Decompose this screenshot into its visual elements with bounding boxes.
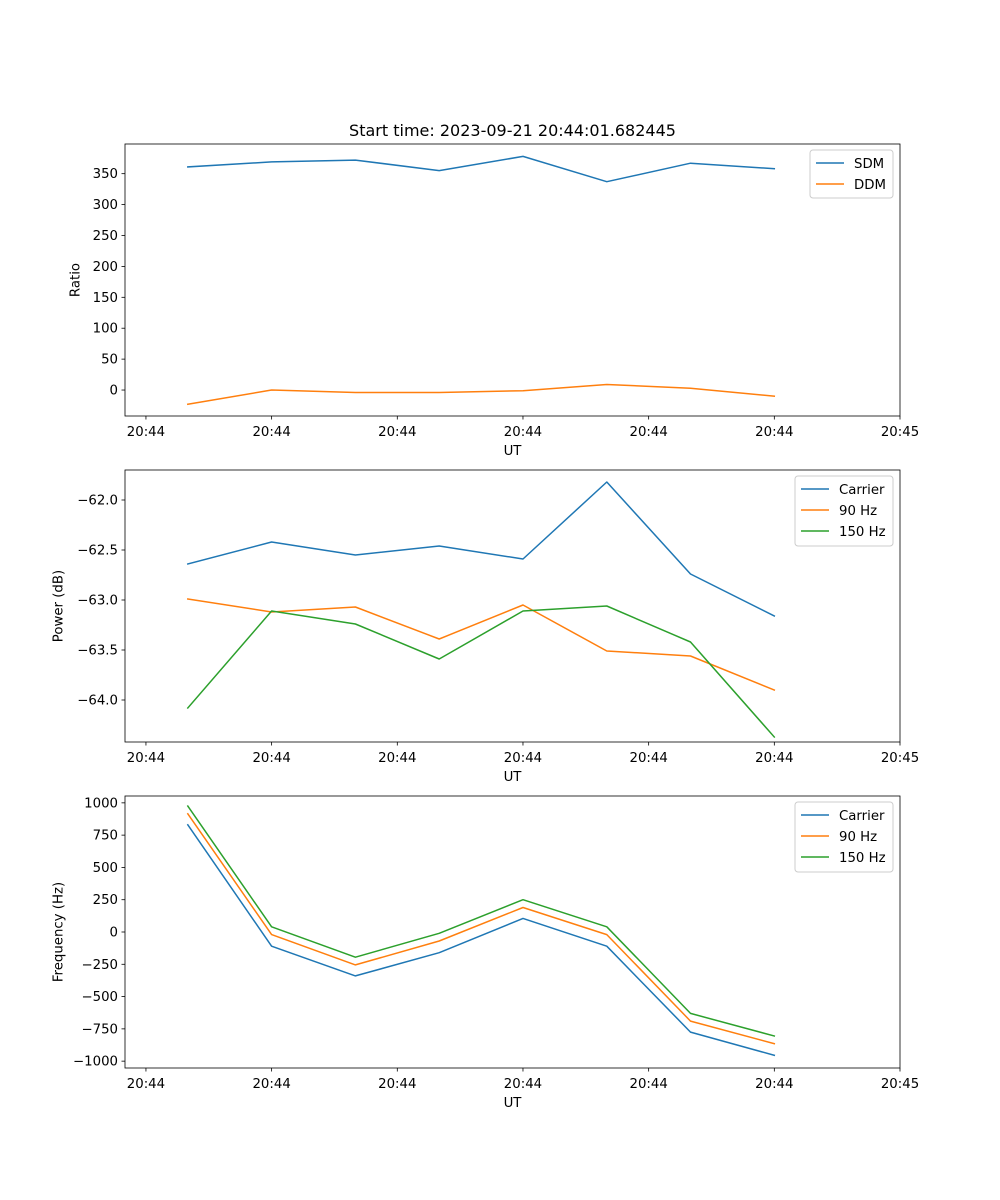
legend-label: 150 Hz [839, 525, 886, 540]
x-tick-label: 20:44 [629, 425, 667, 440]
x-tick-label: 20:44 [378, 1077, 416, 1092]
legend-label: DDM [854, 178, 886, 193]
plot-frame [124, 795, 901, 1069]
y-tick-label: 150 [93, 291, 118, 306]
x-tick-label: 20:44 [378, 751, 416, 766]
y-tick-label: 200 [93, 260, 118, 275]
x-tick-label: 20:44 [629, 751, 667, 766]
legend-label: 90 Hz [839, 504, 877, 519]
chart-panel-3: 20:44 20:44 20:44 20:44 20:44 20:44 20:45 −1000… [52, 795, 919, 1111]
y-tick-label: −63.0 [77, 594, 118, 609]
legend-label: Carrier [839, 483, 885, 498]
series-line-ddm [186, 383, 776, 406]
chart-panel-1: Start time: 2023-09-21 20:44:01.682445 20… [69, 121, 920, 459]
legend: Carrier 90 Hz 150 Hz [794, 801, 894, 873]
x-tick-label: 20:44 [252, 1077, 290, 1092]
legend-box [809, 149, 894, 199]
y-tick-label: −1000 [73, 1055, 118, 1070]
series-line-carrier [186, 481, 776, 618]
x-tick-label: 20:45 [881, 1077, 919, 1092]
y-axis-label: Ratio [69, 263, 84, 297]
x-tick-label: 20:44 [504, 751, 542, 766]
series-line-90-hz [186, 598, 776, 691]
y-tick-label: 300 [93, 198, 118, 213]
legend: Carrier 90 Hz 150 Hz [794, 475, 894, 547]
x-tick-label: 20:44 [127, 751, 165, 766]
series-line-90-hz [186, 812, 776, 1045]
y-tick-label: 0 [110, 384, 118, 399]
y-tick-label: 1000 [84, 796, 118, 811]
x-axis-label: UT [504, 770, 523, 785]
y-tick-label: 250 [93, 229, 118, 244]
legend-label: 90 Hz [839, 830, 877, 845]
y-tick-label: 750 [93, 829, 118, 844]
x-tick-label: 20:44 [252, 751, 290, 766]
y-tick-label: 250 [93, 893, 118, 908]
series-line-carrier [186, 823, 776, 1057]
legend-box [794, 475, 894, 547]
x-tick-label: 20:44 [127, 1077, 165, 1092]
plot-frame [124, 469, 901, 743]
y-tick-label: −63.5 [77, 644, 118, 659]
y-tick-label: −64.0 [77, 694, 118, 709]
x-tick-label: 20:44 [252, 425, 290, 440]
y-tick-label: 350 [93, 167, 118, 182]
x-tick-label: 20:44 [755, 751, 793, 766]
series-line-150-hz [186, 605, 776, 739]
legend-label: 150 Hz [839, 851, 886, 866]
x-tick-label: 20:44 [504, 1077, 542, 1092]
x-tick-label: 20:44 [755, 425, 793, 440]
y-axis-label: Power (dB) [52, 570, 67, 642]
chart-title: Start time: 2023-09-21 20:44:01.682445 [349, 121, 676, 140]
y-tick-label: 500 [93, 861, 118, 876]
x-tick-label: 20:45 [881, 751, 919, 766]
legend-box [794, 801, 894, 873]
y-tick-label: −62.0 [77, 494, 118, 509]
x-tick-label: 20:44 [378, 425, 416, 440]
chart-panel-2: 20:44 20:44 20:44 20:44 20:44 20:44 20:45 −64.0… [52, 469, 919, 785]
x-tick-label: 20:44 [629, 1077, 667, 1092]
x-tick-label: 20:45 [881, 425, 919, 440]
x-axis-label: UT [504, 1096, 523, 1111]
series-line-150-hz [186, 805, 776, 1037]
y-tick-label: −750 [81, 1022, 118, 1037]
series-line-sdm [187, 155, 776, 183]
y-tick-label: 100 [93, 322, 118, 337]
y-tick-label: 50 [101, 353, 118, 368]
x-axis-label: UT [504, 444, 523, 459]
legend-label: SDM [854, 157, 884, 172]
legend: SDM DDM [809, 149, 894, 199]
y-tick-label: −250 [81, 958, 118, 973]
y-axis-label: Frequency (Hz) [52, 882, 67, 982]
y-tick-label: −62.5 [77, 544, 118, 559]
plot-frame [124, 143, 901, 417]
y-tick-label: −500 [81, 990, 118, 1005]
x-tick-label: 20:44 [504, 425, 542, 440]
x-tick-label: 20:44 [127, 425, 165, 440]
x-tick-label: 20:44 [755, 1077, 793, 1092]
legend-label: Carrier [839, 809, 885, 824]
y-tick-label: 0 [110, 926, 118, 941]
